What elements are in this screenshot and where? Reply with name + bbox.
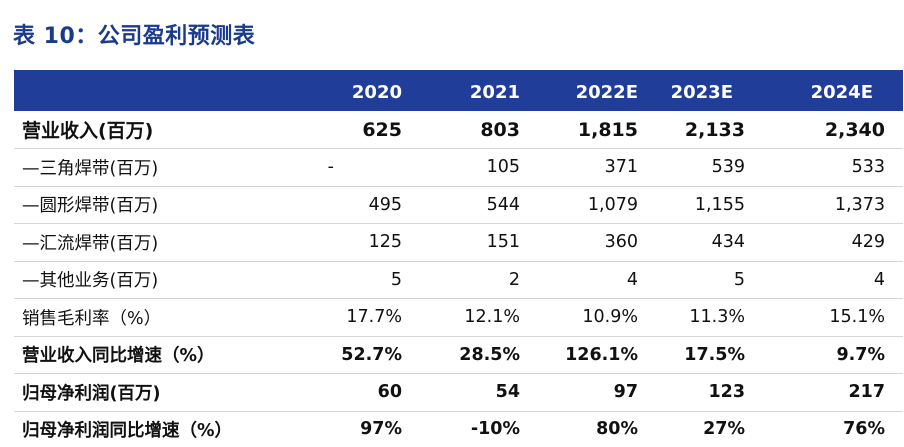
table-row-bus-ribbon: —汇流焊带(百万) 125 151 360 434 429 [14,224,903,261]
cell-value: 52.7% [341,344,402,365]
cell-value: 17.7% [346,307,402,328]
cell-value: 2,340 [824,118,885,141]
cell-value: 97% [360,419,402,440]
cell-value: 495 [368,194,402,215]
cell-value: 5 [390,269,402,290]
cell-value: 11.3% [689,307,745,328]
header-cell-2020: 2020 [351,82,402,103]
cell-value: 123 [708,382,745,403]
cell-value: 76% [843,419,885,440]
table-header-row: 2020 2021 2022E 2023E 2024E [14,70,903,111]
cell-value: 17.5% [684,344,745,365]
row-label: 销售毛利率（%） [22,308,162,329]
cell-value: 4 [873,269,885,290]
header-cell-label [14,70,302,111]
table-row-triangular-ribbon: —三角焊带(百万) - 105 371 539 533 [14,149,903,186]
cell-value: 434 [711,232,745,253]
table-row-round-ribbon: —圆形焊带(百万) 495 544 1,079 1,155 1,373 [14,186,903,224]
row-label: —其他业务(百万) [22,271,159,292]
cell-value: 9.7% [836,344,885,365]
row-label: —汇流焊带(百万) [22,233,159,254]
cell-value: 1,079 [587,194,638,215]
cell-value: -10% [470,419,520,440]
cell-value: 60 [377,382,402,403]
cell-value: 1,155 [694,194,745,215]
cell-value: 625 [362,118,402,141]
cell-value: 54 [495,382,520,403]
header-cell-2024e: 2024E [810,82,873,103]
cell-value: 533 [851,157,885,178]
cell-value: 803 [480,118,520,141]
cell-value: 5 [733,269,745,290]
cell-value: 1,815 [577,118,638,141]
cell-value: 360 [604,232,638,253]
cell-value: 4 [626,269,638,290]
cell-value: 217 [848,382,885,403]
row-label: 营业收入同比增速（%） [22,346,215,367]
cell-value: 15.1% [829,307,885,328]
header-cell-2023e: 2023E [670,82,733,103]
cell-value: 12.1% [464,307,520,328]
cell-value: 80% [596,419,638,440]
profit-forecast-table: 2020 2021 2022E 2023E 2024E 营业收入(百万) 625… [14,70,903,447]
table-row-revenue: 营业收入(百万) 625 803 1,815 2,133 2,340 [14,111,903,149]
row-label: —圆形焊带(百万) [22,196,159,217]
cell-value: 2,133 [684,118,745,141]
cell-value: 28.5% [459,344,520,365]
table-row-gross-margin: 销售毛利率（%） 17.7% 12.1% 10.9% 11.3% 15.1% [14,299,903,336]
cell-value: 27% [703,419,745,440]
table-title: 表 10：公司盈利预测表 [13,24,256,49]
cell-value: - [327,157,334,178]
table-row-net-profit: 归母净利润(百万) 60 54 97 123 217 [14,374,903,411]
cell-value: 105 [486,157,520,178]
cell-value: 371 [604,157,638,178]
table-row-other-business: —其他业务(百万) 5 2 4 5 4 [14,261,903,299]
row-label: —三角焊带(百万) [22,158,159,179]
row-label: 营业收入(百万) [22,120,154,142]
cell-value: 539 [711,157,745,178]
cell-value: 10.9% [582,307,638,328]
cell-value: 97 [613,382,638,403]
cell-value: 429 [851,232,885,253]
table-row-revenue-growth: 营业收入同比增速（%） 52.7% 28.5% 126.1% 17.5% 9.7… [14,336,903,374]
cell-value: 125 [368,232,402,253]
cell-value: 544 [486,194,520,215]
table-row-net-profit-growth: 归母净利润同比增速（%） 97% -10% 80% 27% 76% [14,411,903,447]
cell-value: 2 [508,269,520,290]
header-cell-2022e: 2022E [575,82,638,103]
cell-value: 126.1% [565,344,638,365]
row-label: 归母净利润(百万) [22,383,161,404]
cell-value: 151 [486,232,520,253]
row-label: 归母净利润同比增速（%） [22,420,233,441]
header-cell-2021: 2021 [469,82,520,103]
cell-value: 1,373 [834,194,885,215]
